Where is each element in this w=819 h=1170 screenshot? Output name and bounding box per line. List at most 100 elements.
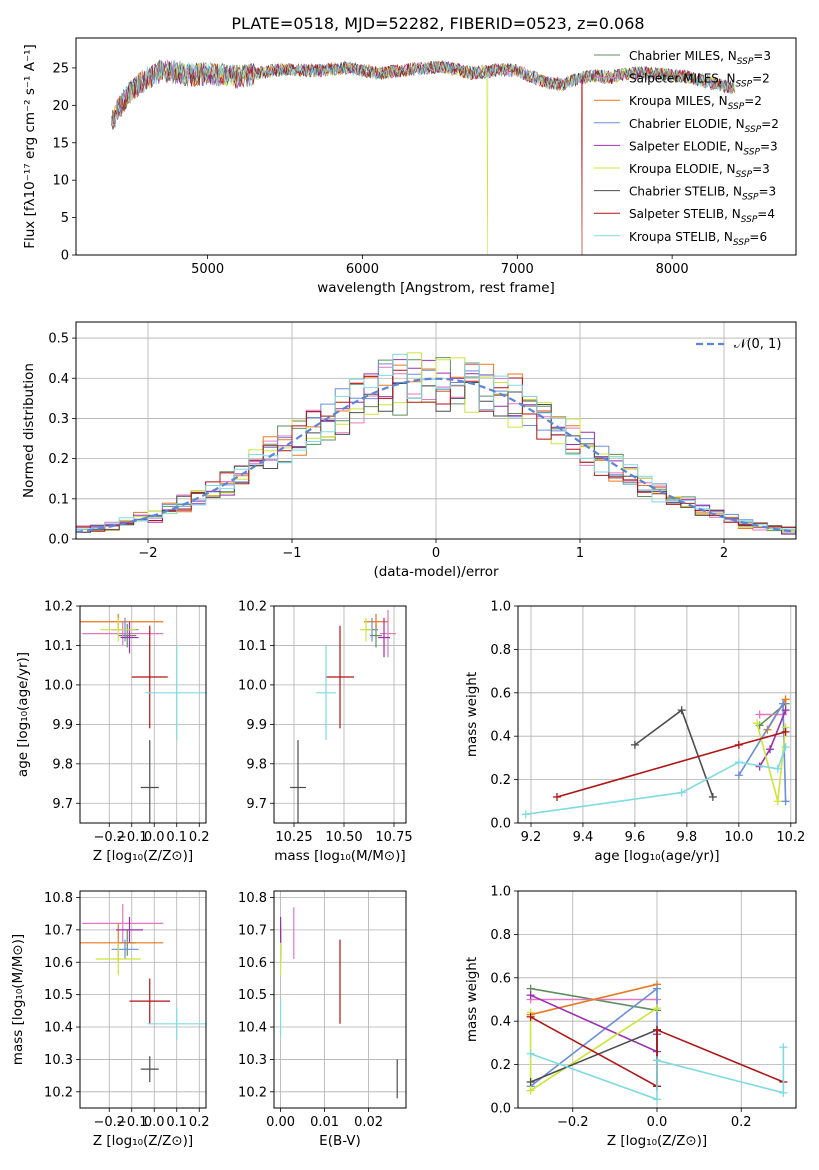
y-tick-label: 0.4 xyxy=(48,372,69,387)
x-tick-label: 0.02 xyxy=(354,1115,383,1130)
x-tick-label: 9.6 xyxy=(625,830,646,845)
x-axis-label: Z [log₁₀(Z/Z⊙)] xyxy=(93,1133,193,1149)
y-tick-label: 9.7 xyxy=(246,797,267,812)
legend-series-name: Chabrier MILES, N xyxy=(629,49,737,63)
errorbar-chabrier_stelib xyxy=(290,740,306,823)
y-axis-label: age [log₁₀(age/yr)] xyxy=(15,652,31,777)
y-tick-label: 5 xyxy=(61,211,69,226)
legend-label: 𝒩(0, 1) xyxy=(734,337,781,352)
errorbar-salpeter_elodie xyxy=(120,621,139,654)
errorbar-salpeter_elodie xyxy=(116,916,143,943)
y-tick-label: 0.4 xyxy=(490,1015,511,1030)
y-tick-label: 10.0 xyxy=(44,678,73,693)
axes-frame xyxy=(79,605,207,824)
errorbar-kroupa_stelib xyxy=(147,1007,206,1040)
errorbar-kroupa_elodie xyxy=(95,942,141,976)
y-tick-label: 10.1 xyxy=(238,639,267,654)
axes-frame xyxy=(75,37,797,256)
y-axis-label: Normed distribution xyxy=(21,363,37,498)
legend-label: Salpeter MILES, NSSP=2 xyxy=(629,72,770,90)
y-tick-label: 10.7 xyxy=(44,923,73,938)
errorbar-salpeter_miles xyxy=(380,609,396,658)
y-tick-label: 0.8 xyxy=(490,928,511,943)
axes-frame xyxy=(273,890,407,1109)
y-tick-label: 9.7 xyxy=(52,797,73,812)
x-tick-label: 0.1 xyxy=(166,830,187,845)
marks xyxy=(80,903,206,1083)
y-tick-label: 9.9 xyxy=(246,718,267,733)
legend-series-name: Salpeter MILES, N xyxy=(629,72,736,86)
x-axis-label: Z [log₁₀(Z/Z⊙)] xyxy=(93,848,193,864)
y-tick-label: 10.5 xyxy=(238,988,267,1003)
legend-series-name: Chabrier STELIB, N xyxy=(629,185,742,199)
legend-nssp: =3 xyxy=(760,139,778,153)
legend-series-name: Kroupa ELODIE, N xyxy=(629,162,736,176)
axes-frame xyxy=(75,321,797,540)
y-tick-label: 10.2 xyxy=(238,1085,267,1100)
x-tick-label: 10.2 xyxy=(776,830,805,845)
y-tick-label: 0.0 xyxy=(490,1102,511,1117)
errorbar-chabrier_stelib xyxy=(140,740,159,823)
figure-title: PLATE=0518, MJD=52282, FIBERID=0523, z=0… xyxy=(231,14,644,33)
legend-subscript: SSP xyxy=(737,57,754,67)
y-tick-label: 10.6 xyxy=(44,956,73,971)
y-tick-label: 9.8 xyxy=(52,757,73,772)
panel-ebv_mass: 0.00 0.01 0.02 10.2 10.3 10.4 10.5 10.6 10.7 10.8… xyxy=(238,890,407,1149)
x-axis-label: E(B-V) xyxy=(319,1133,361,1149)
x-tick-label: 7000 xyxy=(501,262,534,277)
x-tick-label: −0.2 xyxy=(93,830,125,845)
y-tick-label: 10.5 xyxy=(44,988,73,1003)
legend-subscript: SSP xyxy=(745,125,762,135)
legend-label: Chabrier ELODIE, NSSP=2 xyxy=(629,117,779,135)
y-tick-label: 10.3 xyxy=(44,1053,73,1068)
panel-residuals: −2 −1 0 1 2 0.0 0.1 0.2 0.3 0.4 0.5 (data-model)/er… xyxy=(21,321,797,580)
y-tick-label: 0.6 xyxy=(490,686,511,701)
panel-mass_age: 10.25 10.50 10.75 9.7 9.8 9.9 10.0 10.1 10.2 mass… xyxy=(238,600,413,865)
legend-subscript: SSP xyxy=(733,238,750,248)
y-axis-label: mass weight xyxy=(464,672,480,757)
y-tick-label: 0.2 xyxy=(490,773,511,788)
x-axis-label: (data-model)/error xyxy=(373,564,499,580)
errorbar-salpeter_stelib xyxy=(131,625,168,729)
errorbar-salpeter_stelib xyxy=(129,978,170,1024)
marks xyxy=(280,907,398,1099)
legend-subscript: SSP xyxy=(743,147,760,157)
x-tick-label: 10.25 xyxy=(275,830,312,845)
legend-subscript: SSP xyxy=(736,170,753,180)
legend-nssp: =3 xyxy=(752,162,770,176)
y-axis-label: mass weight xyxy=(464,957,480,1042)
errorbar-chabrier_stelib xyxy=(140,1056,159,1083)
x-tick-label: −1 xyxy=(282,546,301,561)
x-tick-label: −0.1 xyxy=(116,1115,148,1130)
legend-series-name: Chabrier ELODIE, N xyxy=(629,117,745,131)
y-tick-label: 1.0 xyxy=(490,885,511,900)
y-tick-label: 10.4 xyxy=(238,1021,267,1036)
legend-subscript: SSP xyxy=(741,215,758,225)
legend-label: Kroupa ELODIE, NSSP=3 xyxy=(629,162,770,180)
spectrum-line-chabrier_stelib xyxy=(111,59,735,128)
y-tick-label: 25 xyxy=(52,61,69,76)
axes-frame xyxy=(517,890,797,1109)
normal-curve xyxy=(76,377,796,534)
y-tick-label: 0.8 xyxy=(490,643,511,658)
y-tick-label: 10.6 xyxy=(238,956,267,971)
y-tick-label: 0.5 xyxy=(48,332,69,347)
x-tick-label: 8000 xyxy=(656,262,689,277)
y-tick-label: 10.2 xyxy=(238,600,267,615)
x-tick-label: 0.01 xyxy=(310,1115,339,1130)
legend-series-name: Kroupa MILES, N xyxy=(629,94,728,108)
y-tick-label: 10.2 xyxy=(44,1085,73,1100)
y-tick-label: 0.6 xyxy=(490,971,511,986)
panel-z_mass: −0.2−0.10.0 0.1 0.2 10.2 10.3 10.4 10.5 10.6 10.… xyxy=(10,890,210,1149)
x-tick-label: 0.2 xyxy=(189,830,210,845)
marks xyxy=(526,980,788,1104)
y-tick-label: 0.0 xyxy=(48,533,69,548)
errorbar-kroupa_elodie xyxy=(360,617,372,642)
errorbar-chabrier_miles xyxy=(118,623,137,648)
x-tick-label: 0 xyxy=(432,546,440,561)
errorbar-salpeter_elodie xyxy=(378,617,390,658)
marks xyxy=(80,613,206,823)
legend-subscript: SSP xyxy=(736,80,753,90)
spectrum-line-kroupa_stelib xyxy=(112,59,735,127)
